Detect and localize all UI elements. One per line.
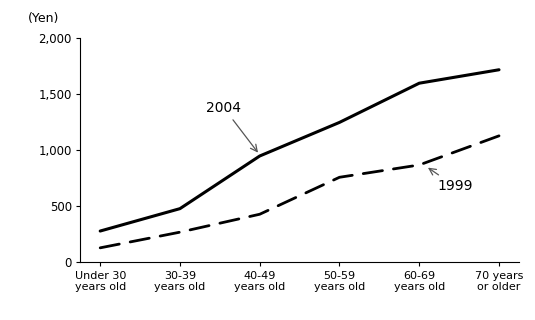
Text: 1999: 1999 — [429, 168, 473, 193]
Text: (Yen): (Yen) — [28, 12, 59, 25]
Text: 2004: 2004 — [207, 101, 257, 152]
